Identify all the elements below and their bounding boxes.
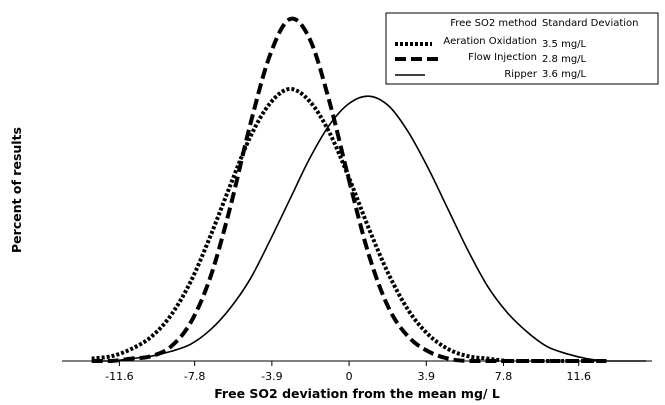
x-tick-label: -3.9 <box>261 370 282 383</box>
x-tick-label: 3.9 <box>418 370 436 383</box>
x-tick-label: 7.8 <box>495 370 513 383</box>
legend-header-method: Free SO2 method <box>450 18 537 29</box>
legend-stddev-flow-injection: 2.8 mg/L <box>542 54 587 65</box>
x-tick-label: 11.6 <box>566 370 591 383</box>
x-axis-title: Free SO2 deviation from the mean mg/ L <box>214 386 500 401</box>
x-ticks-layer: -11.6 -7.8 -3.9 0 3.9 7.8 11.6 <box>105 361 591 383</box>
legend-label-aeration-oxidation: Aeration Oxidation <box>443 36 537 47</box>
legend-stddev-ripper: 3.6 mg/L <box>542 69 587 80</box>
legend-label-ripper: Ripper <box>504 69 538 80</box>
y-axis-title: Percent of results <box>9 127 24 253</box>
legend-header-stddev: Standard Deviation <box>542 18 639 29</box>
aeration-oxidation-line <box>91 87 607 363</box>
x-tick-label: -7.8 <box>184 370 205 383</box>
legend-label-flow-injection: Flow Injection <box>468 52 537 63</box>
legend-stddev-aeration-oxidation: 3.5 mg/L <box>542 39 587 50</box>
legend: Free SO2 method Standard Deviation Aerat… <box>385 12 659 85</box>
x-tick-label: 0 <box>346 370 353 383</box>
ripper-line <box>91 95 647 362</box>
legend-box <box>385 12 659 85</box>
x-tick-label: -11.6 <box>105 370 133 383</box>
